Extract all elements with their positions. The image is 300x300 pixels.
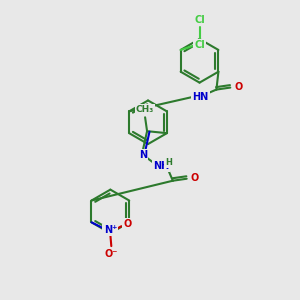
- Text: O: O: [123, 219, 131, 229]
- Text: O⁻: O⁻: [105, 249, 118, 259]
- Text: N: N: [139, 150, 147, 160]
- Text: HN: HN: [193, 92, 209, 101]
- Text: NH: NH: [153, 161, 169, 171]
- Text: N⁺: N⁺: [103, 225, 117, 235]
- Text: CH₃: CH₃: [136, 105, 154, 114]
- Text: O: O: [234, 82, 242, 92]
- Text: Cl: Cl: [194, 40, 205, 50]
- Text: O: O: [190, 173, 199, 183]
- Text: H: H: [165, 158, 172, 167]
- Text: Cl: Cl: [194, 15, 205, 25]
